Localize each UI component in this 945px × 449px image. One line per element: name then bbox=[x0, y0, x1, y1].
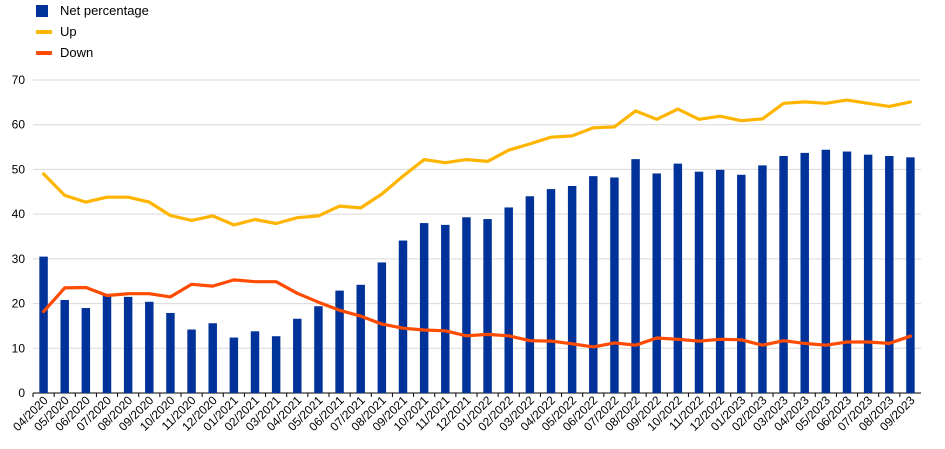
bar-net-percentage bbox=[694, 171, 704, 393]
y-tick-label: 30 bbox=[12, 252, 26, 266]
bar-net-percentage bbox=[842, 151, 852, 393]
bar-net-percentage bbox=[863, 154, 873, 393]
bar-net-percentage bbox=[314, 306, 323, 393]
chart-legend: Net percentage Up Down bbox=[36, 0, 149, 63]
legend-swatch-down bbox=[36, 50, 52, 55]
bar-net-percentage bbox=[631, 159, 640, 393]
bar-net-percentage bbox=[715, 169, 725, 393]
bar-net-percentage bbox=[610, 177, 619, 393]
bar-net-percentage bbox=[229, 337, 239, 393]
line-down bbox=[41, 278, 913, 349]
bar-net-percentage bbox=[145, 301, 154, 393]
legend-label-up: Up bbox=[60, 24, 77, 39]
y-tick-label: 70 bbox=[12, 73, 26, 87]
bar-net-percentage bbox=[441, 224, 450, 393]
bar-net-percentage bbox=[60, 299, 69, 393]
bar-net-percentage bbox=[166, 312, 175, 393]
y-tick-label: 0 bbox=[18, 386, 25, 400]
y-tick-label: 50 bbox=[12, 162, 26, 176]
bar-net-percentage bbox=[102, 295, 112, 393]
bar-net-percentage bbox=[673, 163, 683, 393]
legend-item-up: Up bbox=[36, 21, 149, 42]
bar-net-percentage bbox=[39, 256, 48, 393]
bar-net-percentage bbox=[906, 157, 915, 393]
bar-net-percentage bbox=[885, 156, 894, 393]
bar-net-percentage bbox=[737, 174, 746, 393]
bar-net-percentage bbox=[525, 196, 535, 393]
legend-item-net-percentage: Net percentage bbox=[36, 0, 149, 21]
legend-label-down: Down bbox=[60, 45, 94, 60]
bar-net-percentage bbox=[652, 173, 661, 393]
bar-net-percentage bbox=[250, 331, 260, 393]
bar-net-percentage bbox=[589, 176, 598, 393]
bar-net-percentage bbox=[483, 219, 492, 393]
bar-net-percentage bbox=[419, 223, 429, 393]
bar-net-percentage bbox=[567, 185, 577, 393]
y-tick-label: 10 bbox=[12, 341, 26, 355]
bar-net-percentage bbox=[293, 318, 302, 393]
bar-net-percentage bbox=[123, 296, 133, 393]
legend-swatch-up bbox=[36, 29, 52, 34]
bar-net-percentage bbox=[546, 189, 556, 393]
bar-net-percentage bbox=[462, 217, 471, 393]
bar-net-percentage bbox=[208, 323, 217, 393]
bar-net-percentage bbox=[377, 262, 387, 393]
bar-net-percentage bbox=[81, 308, 91, 393]
line-up bbox=[41, 98, 913, 227]
legend-label-net-percentage: Net percentage bbox=[60, 3, 149, 18]
bar-net-percentage bbox=[187, 329, 196, 393]
bar-net-percentage bbox=[398, 240, 408, 393]
y-tick-label: 20 bbox=[12, 297, 26, 311]
bar-net-percentage bbox=[335, 290, 344, 393]
legend-swatch-net-percentage bbox=[36, 4, 48, 17]
bar-net-percentage bbox=[821, 149, 831, 393]
bar-net-percentage bbox=[758, 165, 767, 393]
bar-net-percentage bbox=[779, 156, 788, 393]
bar-net-percentage bbox=[800, 152, 809, 393]
bar-net-percentage bbox=[271, 336, 281, 393]
y-tick-label: 40 bbox=[12, 207, 26, 221]
bar-net-percentage bbox=[504, 207, 513, 393]
y-tick-label: 60 bbox=[12, 118, 26, 132]
bar-net-percentage bbox=[356, 284, 365, 393]
legend-item-down: Down bbox=[36, 42, 149, 63]
